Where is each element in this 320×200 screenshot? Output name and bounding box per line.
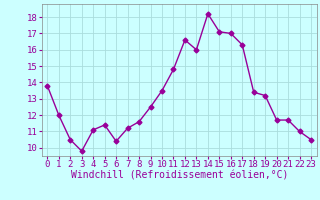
X-axis label: Windchill (Refroidissement éolien,°C): Windchill (Refroidissement éolien,°C): [70, 171, 288, 181]
